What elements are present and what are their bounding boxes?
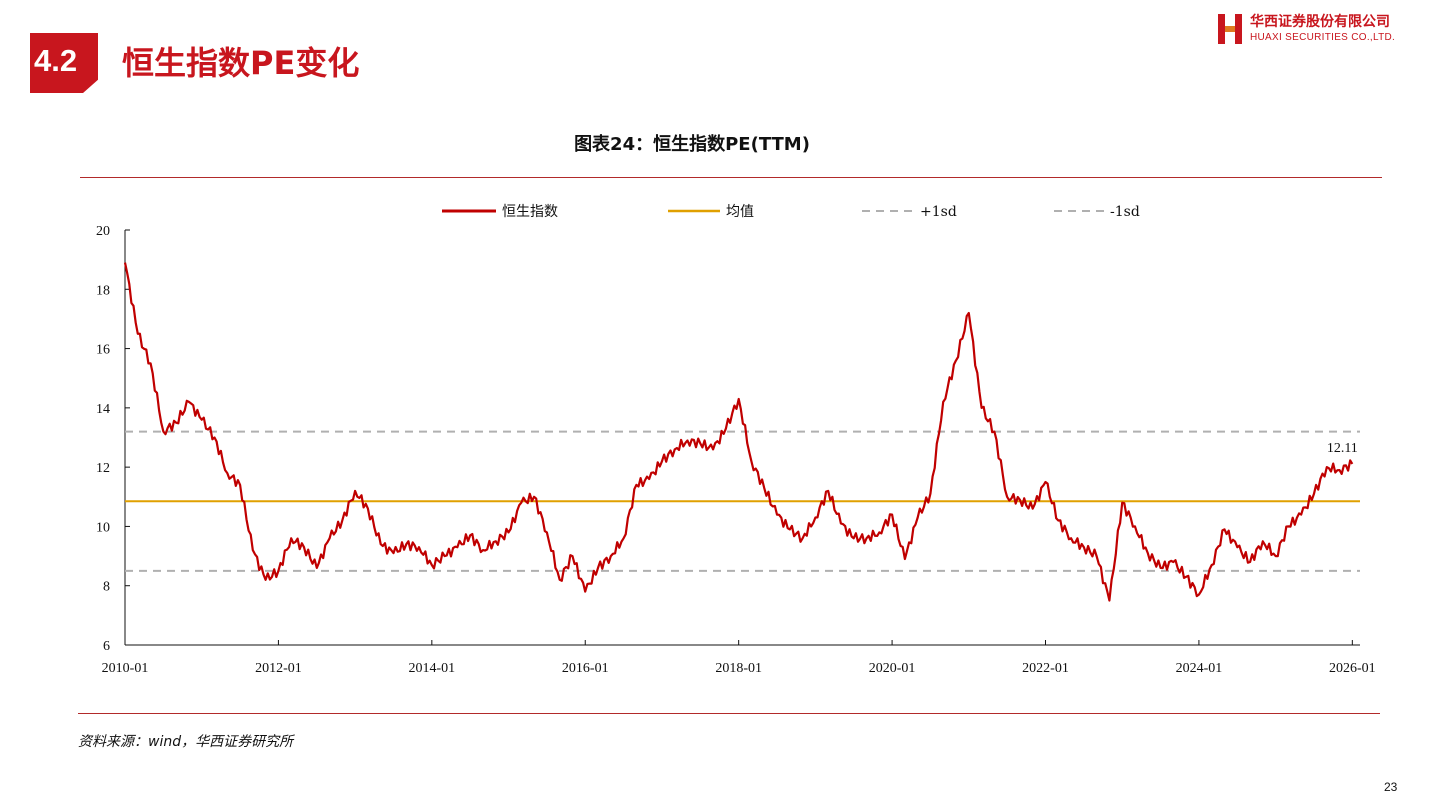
y-tick-label: 8 [103,580,110,595]
section-title: 恒生指数PE变化 [122,44,360,82]
legend-label-mean: 均值 [726,204,754,220]
last-value-label: 12.11 [1327,441,1358,456]
logo-name-en: HUAXI SECURITIES CO.,LTD. [1250,32,1396,43]
section-number: 4.2 [34,43,78,78]
chart-title: 图表24：恒生指数PE(TTM) [574,134,810,155]
legend-label-minus-1sd: -1sd [1110,204,1140,220]
y-tick-label: 6 [103,639,110,654]
y-tick-label: 16 [96,343,110,358]
x-tick-label: 2016-01 [562,661,609,676]
y-tick-label: 18 [96,283,110,298]
legend-label-series: 恒生指数 [502,204,558,220]
x-tick-label: 2014-01 [408,661,455,676]
logo-icon [1216,12,1244,46]
y-tick-label: 10 [96,520,110,535]
x-tick-label: 2024-01 [1176,661,1223,676]
y-tick-label: 20 [96,224,110,239]
source-note: 资料来源：wind，华西证券研究所 [78,734,294,750]
x-tick-label: 2018-01 [715,661,762,676]
section-number-badge: 4.2 [30,33,98,93]
x-tick-label: 2022-01 [1022,661,1069,676]
page-number: 23 [1384,780,1398,794]
logo-name-cn: 华西证券股份有限公司 [1250,14,1390,30]
x-tick-label: 2026-01 [1329,661,1376,676]
hsi-pe-series-line [123,262,1354,602]
y-tick-label: 12 [96,461,110,476]
source-rule [78,713,1380,714]
x-tick-label: 2012-01 [255,661,302,676]
x-tick-label: 2010-01 [102,661,149,676]
legend-label-plus-1sd: +1sd [920,204,957,220]
company-logo: 华西证券股份有限公司 HUAXI SECURITIES CO.,LTD. [1216,12,1395,46]
y-tick-label: 14 [96,402,110,417]
x-tick-label: 2020-01 [869,661,916,676]
title-rule [80,177,1382,178]
